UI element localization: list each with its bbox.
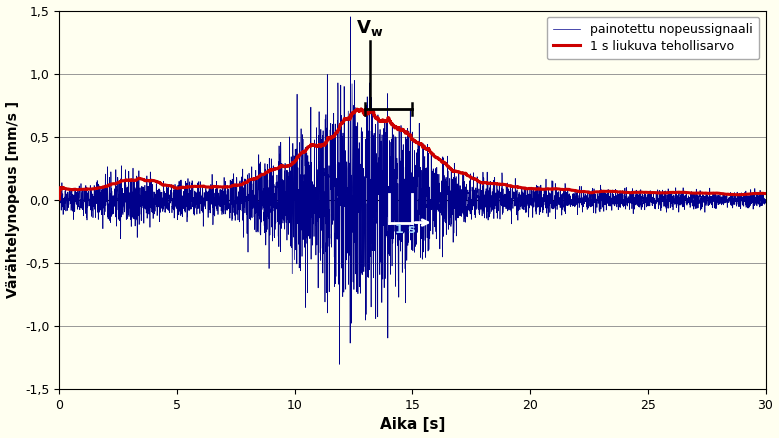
1 s liukuva tehollisarvo xyxy=(761,191,770,196)
painotettu nopeussignaali xyxy=(346,14,355,20)
painotettu nopeussignaali xyxy=(756,192,765,198)
painotettu nopeussignaali xyxy=(335,362,344,367)
painotettu nopeussignaali xyxy=(222,188,231,194)
1 s liukuva tehollisarvo xyxy=(755,191,764,196)
painotettu nopeussignaali xyxy=(219,198,228,203)
1 s liukuva tehollisarvo xyxy=(222,184,231,190)
1 s liukuva tehollisarvo xyxy=(219,184,228,190)
1 s liukuva tehollisarvo xyxy=(357,106,366,112)
painotettu nopeussignaali xyxy=(55,197,64,202)
painotettu nopeussignaali xyxy=(226,186,235,191)
1 s liukuva tehollisarvo xyxy=(55,196,64,201)
Line: 1 s liukuva tehollisarvo: 1 s liukuva tehollisarvo xyxy=(59,109,766,199)
painotettu nopeussignaali xyxy=(761,197,770,202)
Y-axis label: Värähtelynopeus [mm/s ]: Värähtelynopeus [mm/s ] xyxy=(5,101,19,298)
Line: painotettu nopeussignaali: painotettu nopeussignaali xyxy=(59,17,766,364)
painotettu nopeussignaali xyxy=(321,208,330,213)
Text: 1 s: 1 s xyxy=(395,223,416,236)
painotettu nopeussignaali xyxy=(372,159,381,164)
1 s liukuva tehollisarvo xyxy=(371,115,380,120)
1 s liukuva tehollisarvo xyxy=(226,184,235,189)
X-axis label: Aika [s]: Aika [s] xyxy=(379,417,445,432)
1 s liukuva tehollisarvo xyxy=(321,141,330,146)
Text: $\bf{V_w}$: $\bf{V_w}$ xyxy=(356,18,384,38)
Legend: painotettu nopeussignaali, 1 s liukuva tehollisarvo: painotettu nopeussignaali, 1 s liukuva t… xyxy=(547,17,760,59)
